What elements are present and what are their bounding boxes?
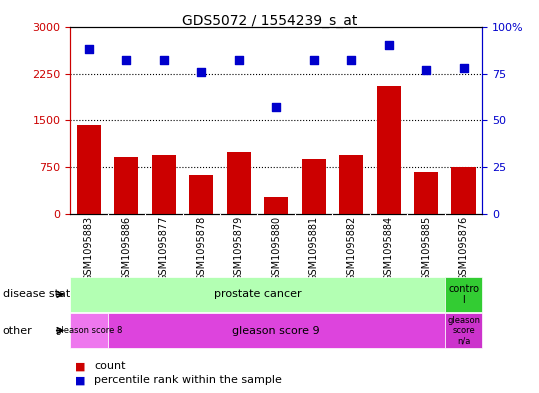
Text: ■: ■ — [75, 361, 86, 371]
Text: GSM1095877: GSM1095877 — [159, 216, 169, 281]
Point — [422, 67, 431, 73]
Text: GSM1095876: GSM1095876 — [459, 216, 469, 281]
Text: prostate cancer: prostate cancer — [213, 289, 301, 299]
Bar — [414, 172, 438, 214]
Bar — [189, 175, 213, 214]
Point — [272, 104, 281, 110]
Point — [85, 46, 93, 52]
Bar — [339, 155, 363, 214]
Text: disease state: disease state — [3, 289, 77, 299]
Text: GSM1095878: GSM1095878 — [196, 216, 206, 281]
Point — [197, 68, 205, 75]
Text: gleason
score
n/a: gleason score n/a — [447, 316, 480, 345]
Text: count: count — [94, 361, 126, 371]
Text: GSM1095883: GSM1095883 — [84, 216, 94, 281]
Bar — [77, 125, 101, 214]
Point — [160, 57, 168, 64]
Text: GSM1095884: GSM1095884 — [384, 216, 393, 281]
Bar — [264, 197, 288, 214]
Point — [347, 57, 356, 64]
Bar — [377, 86, 401, 214]
Text: GSM1095879: GSM1095879 — [234, 216, 244, 281]
Point — [384, 42, 393, 49]
Point — [459, 65, 468, 71]
Text: other: other — [3, 325, 32, 336]
Text: ■: ■ — [75, 375, 86, 386]
Bar — [301, 159, 326, 214]
Text: GSM1095881: GSM1095881 — [309, 216, 319, 281]
Text: GSM1095885: GSM1095885 — [421, 216, 431, 281]
Text: GSM1095880: GSM1095880 — [271, 216, 281, 281]
Text: contro
l: contro l — [448, 284, 479, 305]
Bar — [151, 155, 176, 214]
Point — [234, 57, 243, 64]
Text: gleason score 9: gleason score 9 — [232, 325, 320, 336]
Text: percentile rank within the sample: percentile rank within the sample — [94, 375, 282, 386]
Text: GDS5072 / 1554239_s_at: GDS5072 / 1554239_s_at — [182, 14, 357, 28]
Text: gleason score 8: gleason score 8 — [56, 326, 122, 335]
Bar — [226, 152, 251, 214]
Point — [122, 57, 130, 64]
Text: GSM1095882: GSM1095882 — [346, 216, 356, 281]
Bar — [452, 167, 476, 214]
Bar — [114, 157, 139, 214]
Text: GSM1095886: GSM1095886 — [121, 216, 132, 281]
Point — [309, 57, 318, 64]
